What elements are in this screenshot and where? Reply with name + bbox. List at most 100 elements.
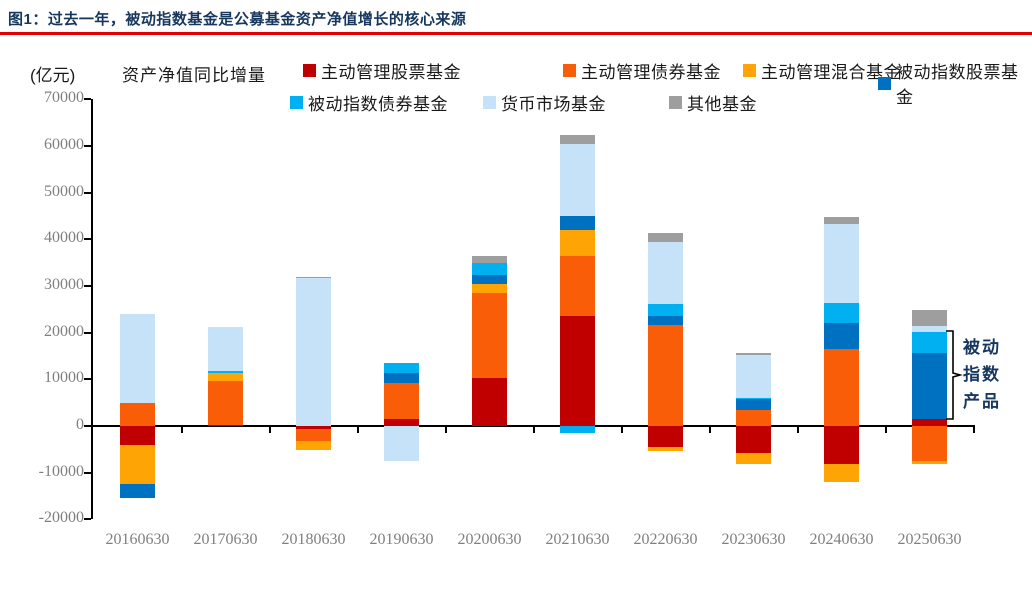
bar-segment-被动指数股票基金 <box>736 399 771 411</box>
legend-label: 主动管理股票基金 <box>321 63 461 82</box>
y-tick-mark <box>84 191 91 194</box>
x-category-label: 20170630 <box>193 531 258 548</box>
y-tick-label: 30000 <box>44 275 84 293</box>
bar-segment-主动管理股票基金 <box>560 315 595 426</box>
y-tick-label: 20000 <box>44 322 84 340</box>
x-tick-mark <box>356 427 359 433</box>
y-tick-mark <box>84 425 91 427</box>
x-tick-mark <box>268 427 271 433</box>
bar-segment-主动管理股票基金 <box>912 418 947 426</box>
bar-segment-被动指数股票基金 <box>560 215 595 230</box>
bar-segment-主动管理混合基金 <box>912 461 947 464</box>
legend-item-主动管理股票基金: 主动管理股票基金 <box>303 58 461 83</box>
bar-segment-主动管理股票基金 <box>648 426 683 447</box>
bar-segment-被动指数股票基金 <box>912 353 947 419</box>
y-tick-label: 60000 <box>44 135 84 153</box>
bar-segment-其他基金 <box>296 277 331 279</box>
legend-label: 货币市场基金 <box>501 95 606 114</box>
y-tick-label: 50000 <box>44 182 84 200</box>
legend-item-被动指数股票基金: 被动指数股票基金 <box>878 58 1032 108</box>
bar-segment-主动管理股票基金 <box>824 426 859 465</box>
bar-segment-主动管理股票基金 <box>384 419 419 426</box>
bar-segment-其他基金 <box>648 233 683 242</box>
y-tick-label: 70000 <box>44 89 84 107</box>
bar-segment-被动指数债券基金 <box>472 263 507 276</box>
legend-label: 被动指数债券基金 <box>308 95 448 114</box>
bar-segment-主动管理混合基金 <box>472 283 507 294</box>
bar-segment-被动指数债券基金 <box>560 426 595 433</box>
bar-segment-主动管理债券基金 <box>384 383 419 420</box>
x-category-label: 20200630 <box>457 531 522 548</box>
x-category-label: 20230630 <box>721 531 786 548</box>
bar-segment-主动管理债券基金 <box>736 410 771 426</box>
bar-segment-主动管理债券基金 <box>296 429 331 442</box>
bar-segment-主动管理混合基金 <box>208 373 243 381</box>
y-tick-label: 40000 <box>44 229 84 247</box>
passive-products-annotation: 被动 指数 产品 <box>963 338 1001 411</box>
y-tick-label: 10000 <box>44 369 84 387</box>
bar-segment-其他基金 <box>824 217 859 224</box>
y-tick-label: -10000 <box>38 462 84 480</box>
legend-swatch <box>303 64 316 77</box>
bar-segment-被动指数股票基金 <box>824 322 859 349</box>
bar-segment-主动管理股票基金 <box>296 426 331 430</box>
bar-segment-货币市场基金 <box>208 327 243 372</box>
x-tick-mark <box>532 427 535 433</box>
bar-segment-被动指数债券基金 <box>384 363 419 374</box>
legend-label: 主动管理混合基金 <box>761 63 901 82</box>
bar-segment-货币市场基金 <box>384 426 419 462</box>
x-category-label: 20160630 <box>105 531 170 548</box>
bar-segment-被动指数债券基金 <box>736 397 771 400</box>
bar-segment-主动管理混合基金 <box>296 441 331 450</box>
legend-item-其他基金: 其他基金 <box>669 90 757 115</box>
x-tick-mark <box>796 427 799 433</box>
y-tick-mark <box>84 518 91 521</box>
bar-segment-其他基金 <box>560 134 595 145</box>
bar-segment-其他基金 <box>912 310 947 327</box>
bar-segment-货币市场基金 <box>824 223 859 303</box>
y-tick-mark <box>84 331 91 334</box>
bar-segment-主动管理债券基金 <box>824 348 859 426</box>
legend-swatch <box>290 96 303 109</box>
x-category-label: 20180630 <box>281 531 346 548</box>
bar-segment-主动管理债券基金 <box>120 402 155 426</box>
figure-title: 图1：过去一年，被动指数基金是公募基金资产净值增长的核心来源 <box>8 11 467 28</box>
bar-segment-主动管理混合基金 <box>560 229 595 257</box>
bar-segment-被动指数债券基金 <box>648 304 683 316</box>
bar-segment-被动指数债券基金 <box>208 371 243 374</box>
legend-label: 其他基金 <box>687 95 757 114</box>
legend-item-主动管理混合基金: 主动管理混合基金 <box>743 58 901 83</box>
legend-item-被动指数债券基金: 被动指数债券基金 <box>290 90 448 115</box>
bar-segment-货币市场基金 <box>120 313 155 403</box>
bar-segment-被动指数债券基金 <box>912 331 947 354</box>
x-tick-mark <box>620 427 623 433</box>
bar-segment-被动指数股票基金 <box>472 275 507 284</box>
y-tick-mark <box>84 144 91 147</box>
legend-swatch <box>483 96 496 109</box>
bar-segment-主动管理股票基金 <box>208 424 243 426</box>
bar-segment-被动指数债券基金 <box>824 302 859 323</box>
y-tick-mark <box>84 284 91 287</box>
bar-segment-其他基金 <box>472 256 507 264</box>
bar-segment-货币市场基金 <box>736 354 771 398</box>
x-category-label: 20250630 <box>897 531 962 548</box>
y-axis-unit-label: (亿元) <box>30 66 76 85</box>
bar-segment-被动指数股票基金 <box>648 315 683 325</box>
y-axis-line <box>91 99 93 520</box>
x-category-label: 20240630 <box>809 531 874 548</box>
legend-swatch <box>743 64 756 77</box>
bar-segment-被动指数股票基金 <box>384 373 419 384</box>
bar-segment-主动管理混合基金 <box>120 444 155 485</box>
x-tick-mark <box>444 427 447 433</box>
legend-swatch <box>878 76 891 90</box>
legend-label: 主动管理债券基金 <box>581 63 721 82</box>
bar-segment-主动管理债券基金 <box>208 380 243 425</box>
legend-label: 被动指数股票基金 <box>896 63 1019 107</box>
bar-segment-货币市场基金 <box>296 277 331 426</box>
legend-item-货币市场基金: 货币市场基金 <box>483 90 606 115</box>
x-axis-zero-line <box>91 425 975 427</box>
x-tick-mark <box>180 427 183 433</box>
bar-segment-主动管理股票基金 <box>120 426 155 445</box>
bar-segment-主动管理债券基金 <box>472 293 507 379</box>
